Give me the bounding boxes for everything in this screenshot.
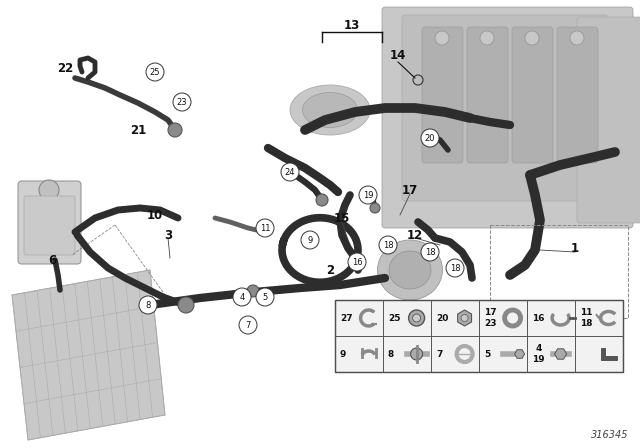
Text: 19: 19 xyxy=(363,190,373,199)
Text: 9: 9 xyxy=(340,349,346,358)
Circle shape xyxy=(178,297,194,313)
Circle shape xyxy=(146,63,164,81)
Text: 15: 15 xyxy=(334,211,350,224)
FancyBboxPatch shape xyxy=(577,17,640,223)
Polygon shape xyxy=(458,310,472,326)
Text: 1: 1 xyxy=(571,241,579,254)
Bar xyxy=(527,336,575,372)
Circle shape xyxy=(480,31,494,45)
Text: 4
19: 4 19 xyxy=(532,345,545,364)
Circle shape xyxy=(281,163,299,181)
Text: 11: 11 xyxy=(260,224,270,233)
Circle shape xyxy=(570,31,584,45)
Bar xyxy=(335,300,383,336)
FancyBboxPatch shape xyxy=(422,27,463,163)
Bar xyxy=(575,300,623,336)
Polygon shape xyxy=(555,349,566,359)
Circle shape xyxy=(421,129,439,147)
FancyBboxPatch shape xyxy=(557,27,598,163)
Bar xyxy=(431,300,479,336)
Bar xyxy=(527,300,575,336)
Ellipse shape xyxy=(303,92,358,128)
Bar xyxy=(431,336,479,372)
Text: 23: 23 xyxy=(177,98,188,107)
FancyBboxPatch shape xyxy=(402,15,608,201)
Circle shape xyxy=(256,288,274,306)
Bar xyxy=(479,300,527,336)
Text: 8: 8 xyxy=(145,301,150,310)
Text: 10: 10 xyxy=(147,208,163,221)
Circle shape xyxy=(168,123,182,137)
Circle shape xyxy=(413,314,420,322)
Circle shape xyxy=(233,288,251,306)
Text: 13: 13 xyxy=(344,18,360,31)
Circle shape xyxy=(446,259,464,277)
Bar xyxy=(383,336,431,372)
Text: 27: 27 xyxy=(340,314,353,323)
Polygon shape xyxy=(515,350,525,358)
Text: 9: 9 xyxy=(307,236,312,245)
Text: 21: 21 xyxy=(130,124,146,137)
Text: 25: 25 xyxy=(150,68,160,77)
Circle shape xyxy=(239,316,257,334)
Circle shape xyxy=(139,296,157,314)
Text: 25: 25 xyxy=(388,314,401,323)
Text: 7: 7 xyxy=(436,349,442,358)
Circle shape xyxy=(247,285,259,297)
Circle shape xyxy=(370,203,380,213)
Text: 12: 12 xyxy=(407,228,423,241)
Ellipse shape xyxy=(389,251,431,289)
Bar xyxy=(383,300,431,336)
Circle shape xyxy=(379,236,397,254)
FancyBboxPatch shape xyxy=(382,7,633,228)
Text: 16: 16 xyxy=(532,314,545,323)
FancyBboxPatch shape xyxy=(24,196,75,255)
Text: 14: 14 xyxy=(390,48,406,61)
Text: 24: 24 xyxy=(285,168,295,177)
Text: 7: 7 xyxy=(245,320,251,329)
Circle shape xyxy=(173,93,191,111)
Text: 2: 2 xyxy=(326,263,334,276)
Ellipse shape xyxy=(290,85,370,135)
FancyBboxPatch shape xyxy=(18,181,81,264)
Polygon shape xyxy=(600,348,616,360)
Bar xyxy=(335,336,383,372)
Text: 20: 20 xyxy=(425,134,435,142)
Text: 16: 16 xyxy=(352,258,362,267)
Circle shape xyxy=(461,314,468,322)
Text: 17: 17 xyxy=(402,184,418,197)
Circle shape xyxy=(421,243,439,261)
Text: 18: 18 xyxy=(383,241,394,250)
Polygon shape xyxy=(12,270,165,440)
Bar xyxy=(575,336,623,372)
Circle shape xyxy=(348,253,366,271)
Text: 5: 5 xyxy=(484,349,490,358)
Bar xyxy=(335,300,623,372)
Circle shape xyxy=(435,31,449,45)
Text: 11
18: 11 18 xyxy=(580,308,593,327)
Text: 6: 6 xyxy=(48,254,56,267)
Circle shape xyxy=(525,31,539,45)
Text: 20: 20 xyxy=(436,314,449,323)
Text: 3: 3 xyxy=(164,228,172,241)
Bar xyxy=(479,336,527,372)
Circle shape xyxy=(256,219,274,237)
Text: 316345: 316345 xyxy=(591,430,628,440)
Text: 17
23: 17 23 xyxy=(484,308,497,327)
Text: 18: 18 xyxy=(425,247,435,257)
Circle shape xyxy=(39,180,59,200)
Ellipse shape xyxy=(378,240,442,300)
FancyBboxPatch shape xyxy=(512,27,553,163)
Circle shape xyxy=(408,310,424,326)
Text: 8: 8 xyxy=(388,349,394,358)
FancyBboxPatch shape xyxy=(467,27,508,163)
Text: 18: 18 xyxy=(450,263,460,272)
Circle shape xyxy=(316,194,328,206)
Circle shape xyxy=(359,186,377,204)
Text: 4: 4 xyxy=(239,293,244,302)
Circle shape xyxy=(411,348,422,360)
Text: 5: 5 xyxy=(262,293,268,302)
Circle shape xyxy=(301,231,319,249)
Text: 22: 22 xyxy=(57,61,73,74)
